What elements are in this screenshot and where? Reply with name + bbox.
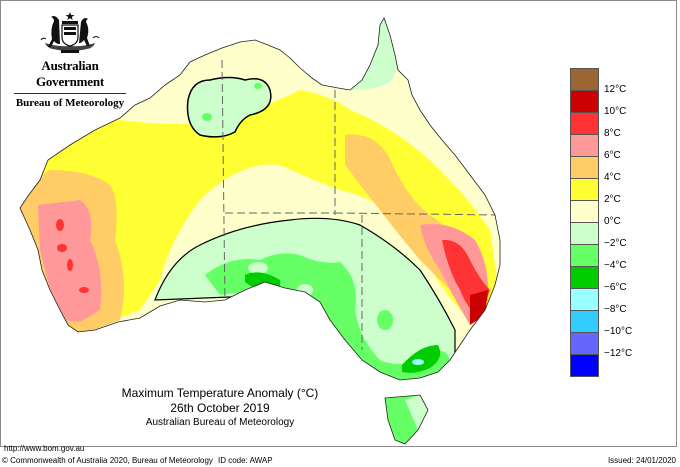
legend-label: −8°C: [604, 304, 627, 315]
legend-swatch: [570, 222, 599, 244]
legend-swatch: [570, 200, 599, 222]
legend-label: 4°C: [604, 172, 621, 183]
coat-of-arms-icon: [40, 12, 100, 53]
legend-swatch: [570, 266, 599, 288]
legend-label: 0°C: [604, 216, 621, 227]
website-link[interactable]: http://www.bom.gov.au: [4, 444, 85, 453]
legend-label: −10°C: [604, 326, 633, 337]
legend-label: −2°C: [604, 238, 627, 249]
footer: © Commonwealth of Australia 2020, Bureau…: [0, 456, 680, 467]
copyright-text: © Commonwealth of Australia 2020, Bureau…: [2, 456, 213, 465]
legend-label: −6°C: [604, 282, 627, 293]
legend-swatch: [570, 310, 599, 332]
legend-swatch: [570, 134, 599, 156]
legend-swatch: [570, 90, 599, 112]
legend-label: 6°C: [604, 150, 621, 161]
agency-name: Bureau of Meteorology: [15, 97, 125, 109]
legend-swatch: [570, 112, 599, 134]
legend-swatch: [570, 156, 599, 178]
legend-swatch: [570, 244, 599, 266]
legend-label: 12°C: [604, 84, 627, 95]
legend-swatch: [570, 68, 599, 90]
color-legend: [570, 68, 599, 377]
legend-label: 8°C: [604, 128, 621, 139]
id-code: ID code: AWAP: [218, 456, 273, 465]
logo-divider: [14, 93, 126, 94]
organization-name: Australian Government: [35, 58, 105, 89]
legend-swatch: [570, 332, 599, 354]
legend-swatch: [570, 354, 599, 377]
legend-label: 10°C: [604, 106, 627, 117]
map-title: Maximum Temperature Anomaly (°C): [121, 386, 319, 400]
map-title-block: Maximum Temperature Anomaly (°C) 26th Oc…: [100, 386, 340, 429]
legend-label: −12°C: [604, 348, 633, 359]
legend-swatch: [570, 288, 599, 310]
legend-label: 2°C: [604, 194, 621, 205]
government-logo: Australian Government Bureau of Meteorol…: [8, 10, 132, 109]
legend-swatch: [570, 178, 599, 200]
issued-date: Issued: 24/01/2020: [607, 456, 676, 465]
map-source: Australian Bureau of Meteorology: [145, 417, 295, 428]
legend-label: −4°C: [604, 260, 627, 271]
map-date: 26th October 2019: [170, 401, 270, 415]
temperature-anomaly-map: [19, 17, 501, 445]
